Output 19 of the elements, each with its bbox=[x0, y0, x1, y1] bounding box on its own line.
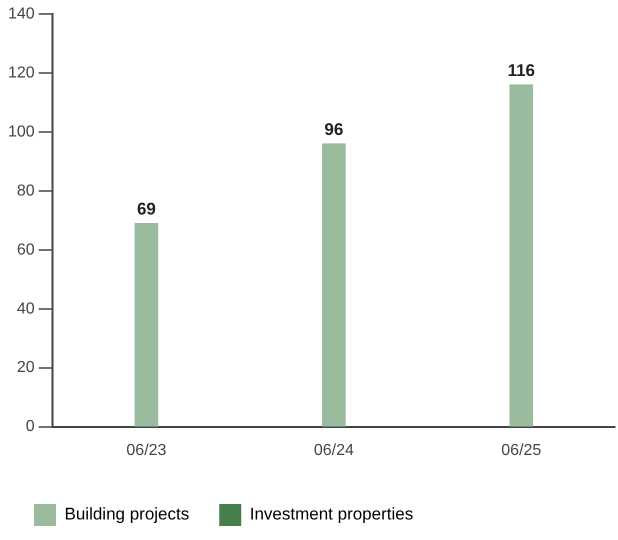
data-label: 69 bbox=[136, 200, 156, 219]
x-tick-label: 06/24 bbox=[314, 442, 354, 459]
y-tick-label: 0 bbox=[26, 418, 35, 436]
y-tick-label: 100 bbox=[8, 123, 35, 140]
y-tick-label: 120 bbox=[8, 64, 35, 82]
x-tick-label: 06/23 bbox=[126, 442, 167, 459]
bar bbox=[509, 84, 534, 427]
data-label: 96 bbox=[324, 120, 344, 139]
y-tick-label: 80 bbox=[16, 182, 35, 200]
legend-label: Building projects bbox=[64, 504, 190, 524]
bar bbox=[322, 143, 346, 427]
data-label: 116 bbox=[508, 60, 535, 80]
bar bbox=[134, 223, 158, 427]
y-tick-label: 20 bbox=[16, 359, 35, 376]
x-tick-label: 06/25 bbox=[501, 442, 542, 459]
y-tick-label: 40 bbox=[16, 300, 35, 318]
legend-label: Investment properties bbox=[250, 504, 414, 524]
y-tick-label: 140 bbox=[8, 5, 35, 22]
y-tick-label: 60 bbox=[16, 241, 35, 258]
